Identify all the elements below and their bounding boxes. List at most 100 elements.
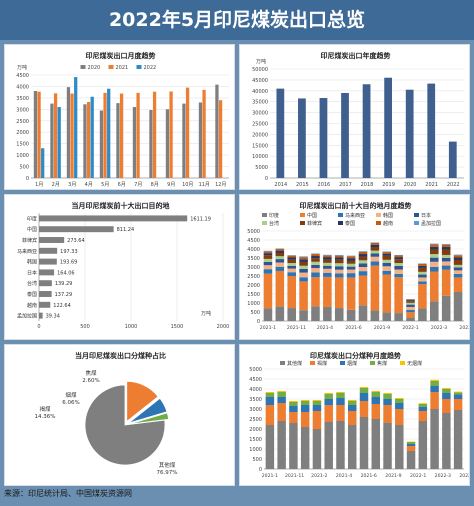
pie-slice-3	[128, 412, 170, 425]
stack-segment-3-12	[406, 306, 415, 311]
stack-segment-2-8	[359, 393, 369, 401]
stack-segment-6-8	[358, 256, 368, 261]
stack-segment-0-13	[418, 421, 428, 469]
stack-segment-2-3	[299, 277, 308, 282]
stack-segment-6-10	[382, 255, 392, 260]
top-destinations-chart: 当月印尼煤炭前十大出口目的地 0 500 1000 1500 2000 万吨 1611.19 印…	[17, 201, 229, 330]
x-tick-label: 2021-11	[285, 473, 304, 479]
stack-segment-8-15	[441, 244, 451, 248]
stack-segment-0-2	[287, 308, 296, 321]
data-label: 137.29	[55, 292, 72, 298]
stack-segment-5-3	[299, 265, 308, 269]
stack-segment-0-6	[336, 421, 345, 469]
stack-segment-5-14	[430, 254, 439, 258]
stack-segment-4-15	[441, 257, 451, 262]
stack-segment-1-16	[453, 277, 463, 293]
slice-label: 其他煤	[159, 461, 176, 469]
y-tick-label: 30000	[252, 111, 268, 117]
stack-segment-2-6	[336, 398, 345, 405]
legend-swatch	[414, 213, 419, 217]
stack-segment-5-5	[323, 262, 332, 266]
bar-destination-3	[39, 247, 58, 254]
stack-segment-9-2	[287, 255, 296, 256]
stack-segment-9-16	[453, 254, 463, 256]
legend-swatch	[108, 65, 114, 69]
stack-segment-5-15	[441, 254, 451, 258]
y-tick-label: 4000	[16, 84, 29, 90]
stack-segment-7-12	[406, 300, 415, 302]
stack-segment-3-14	[430, 261, 439, 267]
stack-segment-2-4	[312, 405, 322, 411]
stack-segment-0-7	[346, 309, 356, 321]
stack-segment-0-1	[275, 306, 285, 321]
stack-segment-2-2	[289, 406, 298, 412]
stack-segment-0-9	[371, 419, 380, 469]
coal-type-share-panel: 当月印尼煤炭出口分煤种占比 其他煤 76.97% 褐煤 14.36% 烟煤 6.06% 焦煤 2…	[4, 344, 235, 486]
slice-label: 烟煤	[65, 391, 77, 399]
stack-segment-6-1	[275, 252, 285, 257]
stack-segment-2-8	[358, 271, 368, 276]
legend-swatch	[310, 361, 315, 365]
bar-series-2-4	[107, 88, 111, 178]
y-axis-unit: 万吨	[256, 58, 266, 65]
bar-value-4	[362, 84, 371, 178]
chart-title: 印尼煤炭出口月度趋势	[86, 51, 156, 60]
x-tick-label: 2014	[274, 182, 287, 188]
stack-segment-9-1	[275, 248, 285, 249]
x-tick-label: 2015	[296, 182, 309, 188]
x-tick-label: 2021	[425, 182, 438, 188]
stack-segment-0-16	[453, 410, 463, 469]
y-tick-label: 2000	[16, 130, 29, 136]
stack-segment-2-10	[383, 399, 392, 405]
x-tick-label: 4月	[85, 182, 93, 188]
y-tick-label: 0	[257, 319, 260, 325]
data-label: 122.64	[53, 303, 71, 309]
stack-segment-1-15	[441, 269, 451, 296]
bar-destination-4	[39, 258, 57, 265]
stack-segment-4-4	[311, 264, 320, 269]
stack-segment-4-3	[299, 268, 308, 273]
stack-segment-4-16	[453, 391, 463, 393]
stack-segment-2-12	[406, 444, 416, 446]
bar-series-0-2	[66, 87, 71, 178]
stack-segment-7-8	[358, 254, 368, 257]
stack-segment-0-16	[453, 292, 463, 321]
bar-series-0-9	[182, 103, 186, 178]
bar-series-1-8	[169, 91, 173, 178]
y-tick-label: 20000	[252, 132, 268, 138]
stack-segment-2-0	[263, 269, 273, 274]
legend-label: 日本	[421, 212, 431, 219]
stack-segment-9-6	[334, 254, 344, 256]
x-tick-label: 2022-5	[459, 473, 470, 479]
bar-series-0-5	[116, 103, 120, 178]
bar-series-0-4	[99, 110, 104, 178]
stack-segment-4-8	[359, 387, 369, 388]
y-tick-label: 3000	[16, 107, 29, 113]
destination-trend-panel: 印尼煤炭出口前十大目的地月度趋势 0 500 1000 1500 2000 2500 3000…	[239, 194, 470, 340]
x-tick-label: 2017	[339, 182, 352, 188]
x-tick-label: 6月	[118, 182, 126, 188]
bar-series-0-10	[198, 102, 203, 178]
stack-segment-2-0	[265, 397, 275, 405]
y-category-label: 越南	[27, 302, 37, 309]
bar-destination-0	[39, 215, 188, 222]
stack-segment-2-11	[394, 273, 403, 278]
x-tick-label: 12月	[215, 182, 226, 188]
stack-segment-3-4	[312, 401, 322, 405]
stack-segment-2-2	[287, 272, 296, 276]
stack-segment-7-4	[311, 256, 320, 259]
stack-segment-1-7	[346, 277, 356, 310]
legend-label: 烟煤	[347, 360, 357, 367]
stack-segment-6-16	[453, 259, 463, 265]
stack-segment-4-0	[265, 392, 275, 393]
y-tick-label: 500	[19, 165, 29, 171]
stack-segment-4-2	[289, 401, 298, 402]
stack-segment-8-10	[382, 252, 392, 254]
y-tick-label: 4000	[247, 247, 260, 253]
stack-segment-4-14	[430, 257, 439, 262]
stack-segment-4-10	[382, 262, 392, 267]
data-label: 193.69	[60, 260, 78, 266]
pie-slice-2	[128, 397, 168, 424]
stack-segment-1-16	[453, 399, 463, 410]
stack-segment-6-13	[418, 267, 427, 272]
